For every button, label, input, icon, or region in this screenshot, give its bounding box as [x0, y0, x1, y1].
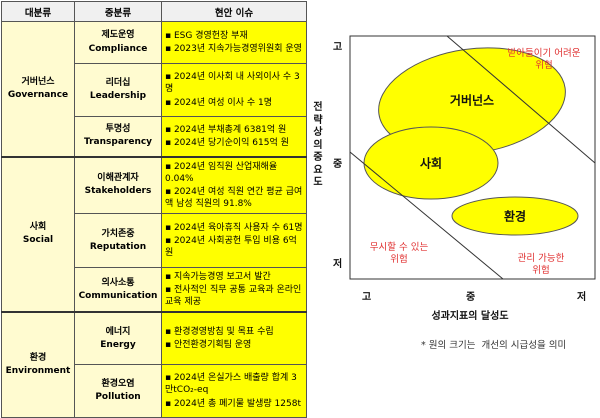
bubble-label-social: 사회: [419, 156, 443, 171]
subcategory-cell: 의사소통 Communication: [74, 267, 162, 313]
issue-item: ▪ 2024년 총 폐기물 발생량 1258t: [165, 398, 301, 409]
esg-issue-table: 대분류 중분류 현안 이슈 거버넌스 Governance 제도운영 Complian…: [1, 1, 307, 418]
subcategory-ko: 가치존중: [101, 228, 135, 239]
table-row: 환경오염 Pollution ▪ 2024년 온실가스 배출량 합계 3만tCO₂-…: [2, 363, 307, 418]
zone-text: 위험: [390, 254, 408, 266]
size-note: * 원의 크기는 개선의 시급성을 의미: [421, 340, 567, 351]
subcategory-cell: 가치존중 Reputation: [74, 213, 162, 269]
issues-cell: ▪ 2024년 임직원 산업재해율 0.04% ▪ 2024년 여성 직원 연간 …: [161, 155, 307, 215]
bubble-label-governance: 거버넌스: [449, 93, 495, 108]
issue-item: ▪ 2023년 지속가능경영위원회 운영: [165, 44, 302, 54]
category-cell: 사회 Social: [1, 155, 75, 313]
table-row: 거버넌스 Governance 제도운영 Compliance ▪ ESG 경영헌장 부…: [1, 21, 307, 157]
issue-item: ▪ 지속가능경영 보고서 발간: [165, 272, 271, 283]
issue-item: ▪ 2024년 부채총계 6381억 원: [165, 124, 287, 135]
table-row: 사회 Social 이해관계자 Stakeholders ▪ 2024년 임직원 산업재…: [1, 155, 307, 313]
issue-item: ▪ 2024년 여성 직원 연간 평균 급여액 남성 직원의 91.8%: [165, 186, 303, 209]
subcategory-en: Stakeholders: [84, 186, 152, 197]
zone-negligible: 무시할 수 있는 위험: [370, 242, 428, 267]
category-ko: 환경: [29, 353, 47, 364]
issue-item: ▪ 2024년 여성 이사 수 1명: [165, 97, 272, 108]
issues-cell: ▪ 2024년 부채총계 6381억 원 ▪ 2024년 당기순이익 615억 원: [161, 116, 307, 157]
y-tick-high: 고: [333, 42, 343, 53]
zone-line-upper: [446, 35, 596, 164]
subcategory-cell: 에너지 Energy: [74, 311, 162, 365]
subcategory-cell: 환경오염 Pollution: [74, 363, 162, 418]
table-row: 가치존중 Reputation ▪ 2024년 육아휴직 사용자 수 61명 ▪ 20…: [2, 213, 307, 269]
category-ko: 사회: [29, 222, 47, 233]
zone-manageable: 관리 가능한 위험: [518, 253, 565, 278]
bubble-environment: [451, 196, 579, 236]
x-axis-label: 성과지표의 달성도: [431, 311, 509, 322]
subcategory-ko: 에너지: [105, 326, 131, 337]
category-en: Environment: [5, 366, 71, 377]
issues-cell: ▪ 2024년 육아휴직 사용자 수 61명 ▪ 2024년 사회공헌 투입 비용…: [161, 213, 307, 269]
subcategory-cell: 이해관계자 Stakeholders: [74, 155, 162, 215]
subcategory-ko: 환경오염: [101, 378, 135, 389]
issues-cell: ▪ 2024년 온실가스 배출량 합계 3만tCO₂-eq ▪ 2024년 총 폐…: [161, 363, 307, 418]
subcategory-ko: 제도운영: [101, 30, 135, 41]
category-en: Governance: [7, 89, 69, 100]
zone-text: 무시할 수 있는: [369, 242, 429, 253]
zone-text: 받아들이기 어려운: [507, 48, 581, 59]
zone-text: 관리 가능한: [517, 253, 565, 264]
issue-item: ▪ 2024년 육아휴직 사용자 수 61명: [165, 222, 303, 233]
y-tick-mid: 중: [333, 159, 343, 170]
table-row: 투명성 Transparency ▪ 2024년 부채총계 6381억 원 ▪ 202…: [2, 116, 307, 157]
subcategory-ko: 이해관계자: [97, 173, 139, 184]
issue-item: ▪ 2024년 온실가스 배출량 합계 3만tCO₂-eq: [165, 373, 297, 396]
zone-line-lower: [349, 151, 504, 280]
issue-item: ▪ 안전환경기획팀 운영: [165, 340, 252, 351]
y-tick-low: 저: [333, 259, 343, 270]
issue-item: ▪ ESG 경영헌장 부재: [165, 30, 248, 41]
subcategory-en: Leadership: [89, 91, 147, 101]
table-row: 의사소통 Communication ▪ 지속가능경영 보고서 발간 ▪ 전사적인 직…: [2, 267, 307, 313]
issues-cell: ▪ ESG 경영헌장 부재 ▪ 2023년 지속가능경영위원회 운영: [161, 21, 307, 64]
issue-item: ▪ 2024년 이사회 내 사외이사 수 3명: [165, 72, 300, 95]
subcategory-cell: 제도운영 Compliance: [74, 21, 162, 64]
category-en: Social: [22, 235, 54, 246]
subcategory-en: Communication: [78, 290, 158, 301]
header-middle: 중분류: [74, 1, 162, 22]
issue-item: ▪ 전사적인 직무 공통 교육과 온라인 교육 제공: [165, 285, 302, 308]
subcategory-en: Reputation: [89, 241, 147, 252]
issue-item: ▪ 환경경영방침 및 목표 수립: [165, 327, 274, 338]
category-ko: 거버넌스: [21, 76, 55, 87]
zone-unacceptable: 받아들이기 어려운 위험: [508, 48, 581, 73]
plot-frame: [349, 35, 596, 280]
subcategory-ko: 투명성: [105, 124, 131, 135]
issues-cell: ▪ 2024년 이사회 내 사외이사 수 3명 ▪ 2024년 여성 이사 수 1…: [161, 63, 307, 117]
y-axis-label: 전략상의중요도: [313, 102, 323, 188]
issue-item: ▪ 2024년 당기순이익 615억 원: [165, 137, 289, 148]
issue-item: ▪ 2024년 임직원 산업재해율 0.04%: [165, 161, 278, 184]
subcategory-en: Pollution: [95, 391, 141, 402]
x-tick-low: 저: [577, 292, 587, 303]
issue-item: ▪ 2024년 사회공헌 투입 비용 6억 원: [165, 235, 297, 259]
subcategory-ko: 의사소통: [101, 277, 135, 288]
bubble-label-environment: 환경: [503, 209, 527, 224]
x-tick-high: 고: [362, 292, 372, 303]
x-tick-mid: 중: [466, 292, 476, 303]
subcategory-ko: 리더십: [105, 77, 131, 88]
zone-text: 위험: [532, 265, 550, 277]
category-cell: 거버넌스 Governance: [1, 21, 75, 157]
subcategory-cell: 투명성 Transparency: [74, 116, 162, 157]
subcategory-cell: 리더십 Leadership: [74, 63, 162, 117]
subcategory-en: Compliance: [88, 43, 148, 54]
issues-cell: ▪ 지속가능경영 보고서 발간 ▪ 전사적인 직무 공통 교육과 온라인 교육 제…: [161, 267, 307, 313]
table-row: 리더십 Leadership ▪ 2024년 이사회 내 사외이사 수 3명 ▪ 20…: [2, 63, 307, 117]
zone-text: 위험: [535, 60, 553, 72]
subcategory-en: Transparency: [83, 137, 153, 148]
header-major: 대분류: [1, 1, 75, 22]
subcategory-en: Energy: [100, 339, 136, 350]
